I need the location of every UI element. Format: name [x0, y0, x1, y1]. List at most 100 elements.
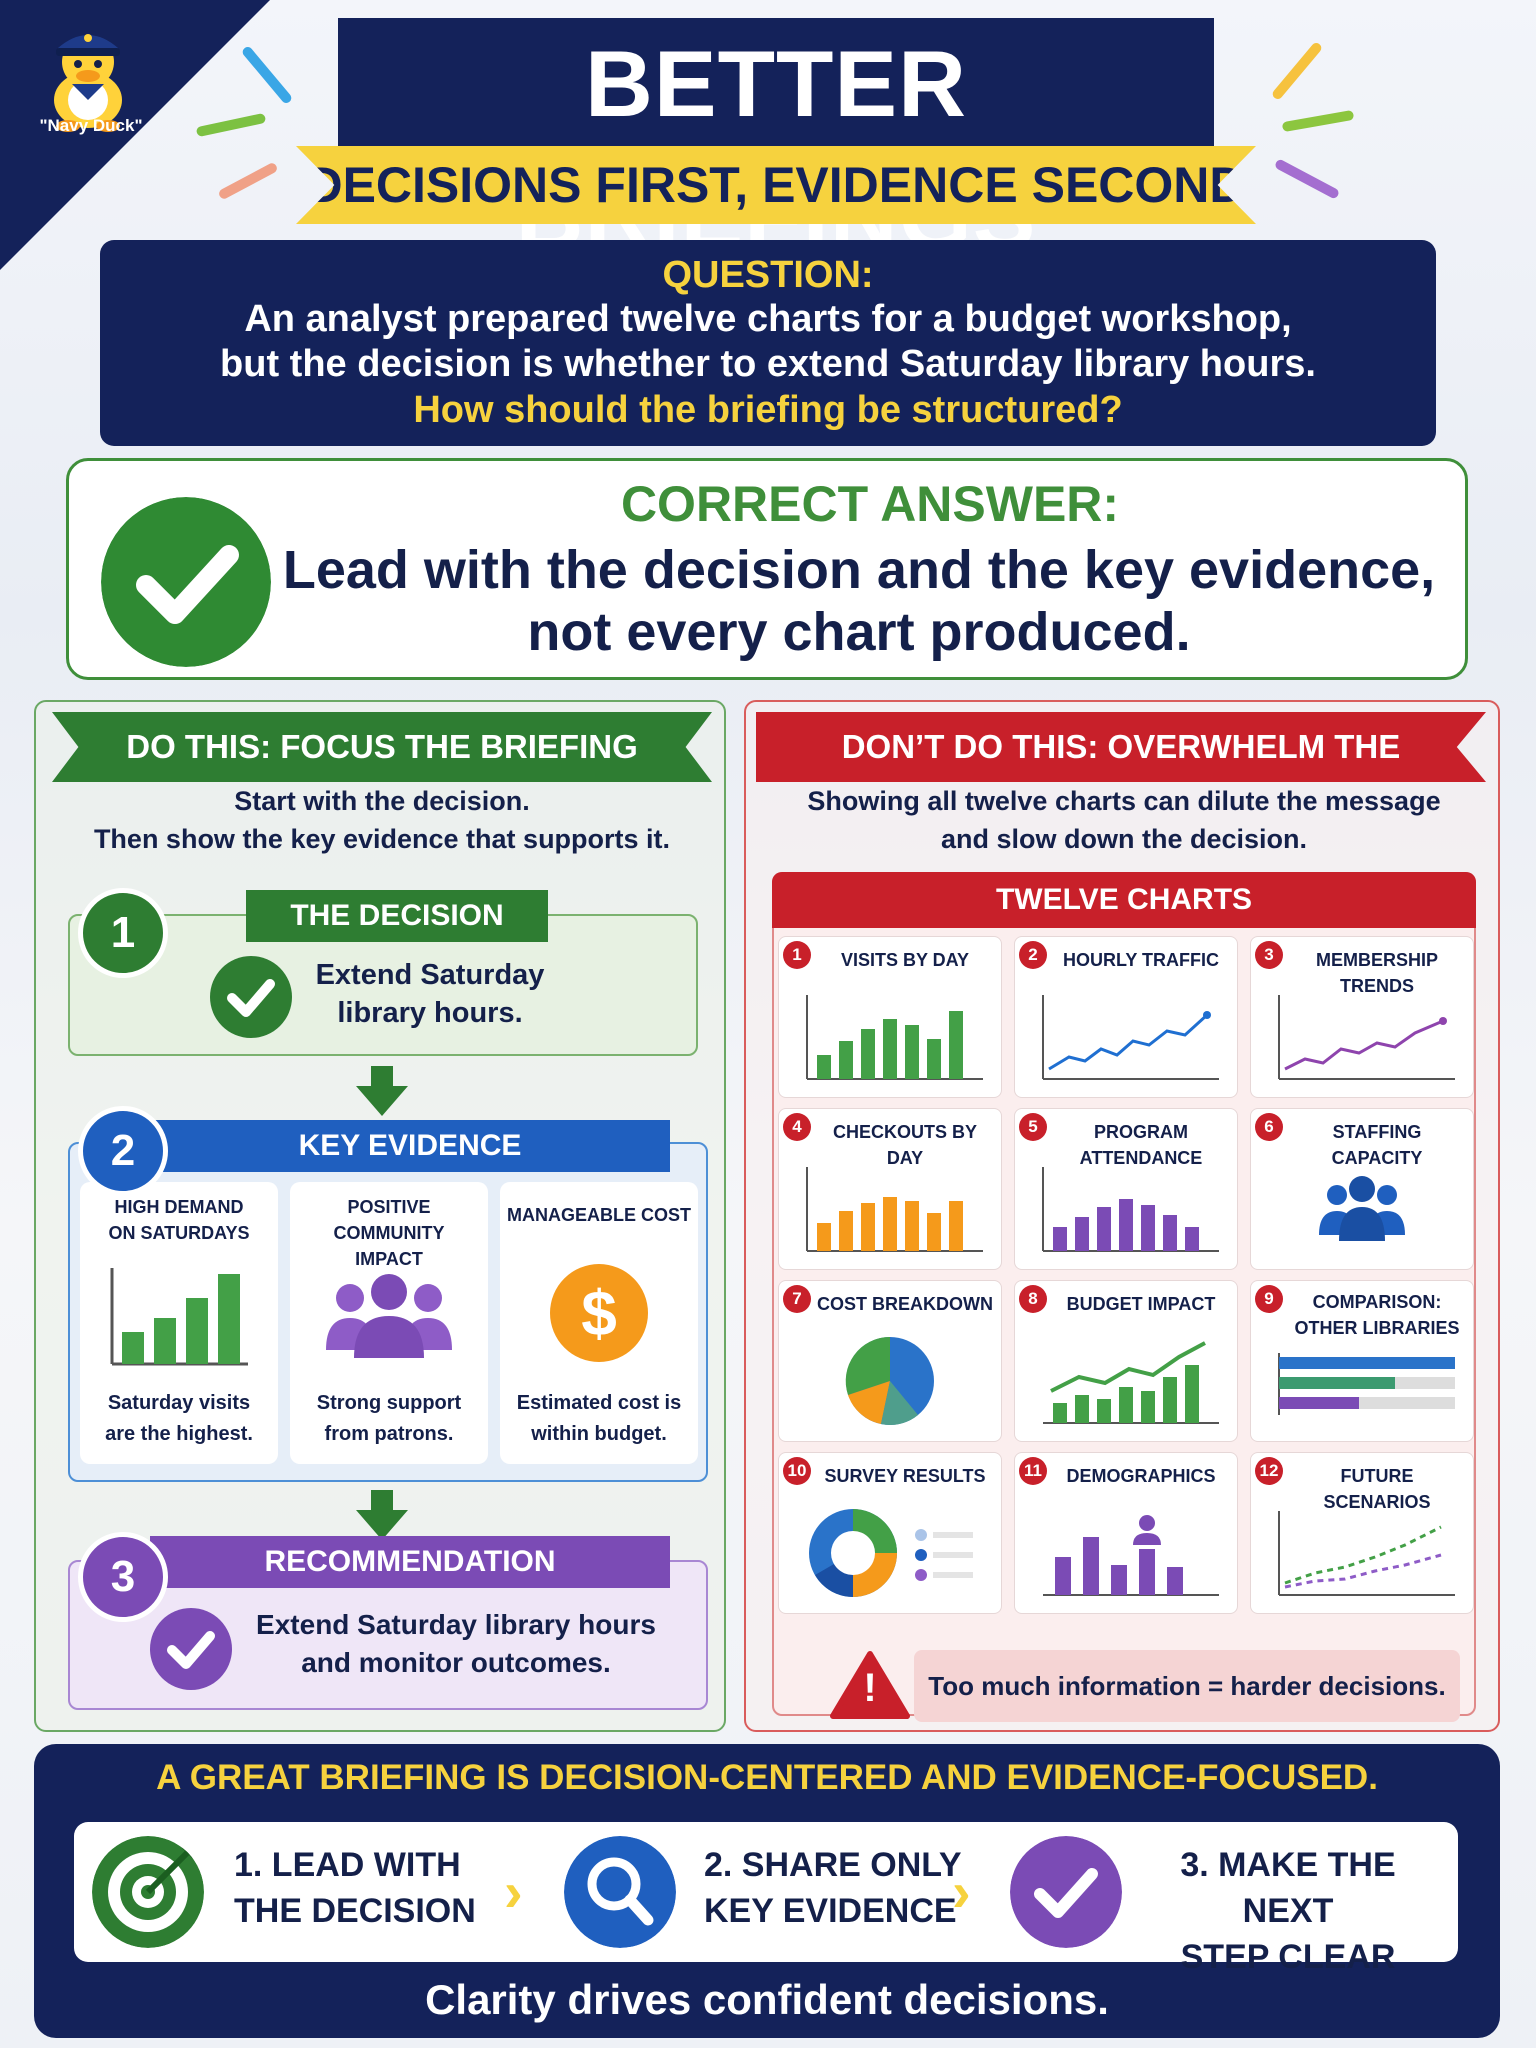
people-icon	[1319, 1176, 1405, 1241]
footer-step-1-line-1: 1. LEAD WITH	[234, 1846, 461, 1884]
tile-number: 6	[1255, 1113, 1283, 1141]
evidence-card-title: HIGH DEMAND ON SATURDAYS	[80, 1194, 278, 1246]
evidence-text-line-2: are the highest.	[105, 1423, 253, 1445]
footer-step-1-line-2: THE DECISION	[234, 1892, 476, 1930]
evidence-card-community: POSITIVE COMMUNITY IMPACT Strong support…	[290, 1182, 488, 1464]
question-label: QUESTION:	[662, 254, 874, 296]
check-icon	[1010, 1836, 1122, 1948]
arrow-down-icon	[356, 1086, 408, 1116]
people-group-icon	[326, 1274, 452, 1358]
arrow-down-1-stem	[371, 1066, 393, 1088]
question-line-2: but the decision is whether to extend Sa…	[220, 343, 1316, 385]
tile-title: DEMOGRAPHICS	[1066, 1466, 1216, 1486]
do-this-intro: Start with the decision. Then show the k…	[36, 782, 728, 858]
bar-chart-person-icon	[1043, 1515, 1219, 1596]
tile-title: FUTURE SCENARIOS	[1323, 1466, 1431, 1512]
magnifier-icon	[564, 1836, 676, 1948]
step-recommendation-line-1: Extend Saturday library hours	[256, 1609, 656, 1640]
subtitle-ribbon: DECISIONS FIRST, EVIDENCE SECOND	[296, 146, 1256, 224]
step-recommendation-text: Extend Saturday library hours and monito…	[246, 1606, 666, 1682]
tile-number: 4	[783, 1113, 811, 1141]
dont-do-this-banner: DON’T DO THIS: OVERWHELM THE AUDIENCE	[756, 712, 1486, 782]
evidence-text-line-1: Estimated cost is	[516, 1392, 682, 1414]
twelve-charts-title: TWELVE CHARTS	[772, 872, 1476, 928]
do-this-banner: DO THIS: FOCUS THE BRIEFING	[52, 712, 712, 782]
target-icon	[92, 1836, 204, 1948]
evidence-card-text: Saturday visits are the highest.	[80, 1388, 278, 1450]
tile-number: 8	[1019, 1285, 1047, 1313]
warning-text: Too much information = harder decisions.	[928, 1671, 1446, 1701]
chart-tile-hourly: 2 HOURLY TRAFFIC	[1014, 936, 1238, 1098]
warning-box: Too much information = harder decisions.	[914, 1650, 1460, 1722]
evidence-card-text: Strong support from patrons.	[290, 1388, 488, 1450]
chart-tile-comparison: 9 COMPARISON: OTHER LIBRARIES	[1250, 1280, 1474, 1442]
dont-intro-line-1: Showing all twelve charts can dilute the…	[807, 786, 1441, 816]
horizontal-bar-chart-icon	[1278, 1353, 1455, 1415]
evidence-card-demand: HIGH DEMAND ON SATURDAYS Saturday visits…	[80, 1182, 278, 1464]
line-chart-purple-icon	[1278, 995, 1455, 1080]
corner-banner	[0, 0, 270, 270]
evidence-title-line-2: IMPACT	[355, 1249, 423, 1269]
chart-tile-program: 5 PROGRAM ATTENDANCE	[1014, 1108, 1238, 1270]
footer-summary: A GREAT BRIEFING IS DECISION-CENTERED AN…	[34, 1744, 1500, 2038]
step-decision-tag: THE DECISION	[246, 890, 548, 942]
check-circle-icon	[101, 497, 271, 667]
dotted-line-chart-icon	[1278, 1511, 1455, 1596]
step-evidence-tag: KEY EVIDENCE	[150, 1120, 670, 1172]
tile-number: 12	[1255, 1457, 1283, 1485]
tile-title: VISITS BY DAY	[840, 950, 970, 970]
chart-tile-staffing: 6 STAFFING CAPACITY	[1250, 1108, 1474, 1270]
question-box: QUESTION: An analyst prepared twelve cha…	[100, 240, 1436, 446]
step-decision: THE DECISION Extend Saturday library hou…	[68, 890, 698, 1056]
footer-step-3-line-2: STEP CLEAR	[1180, 1938, 1396, 1976]
answer-line-1: Lead with the decision and the key evide…	[282, 540, 1436, 600]
footer-headline: A GREAT BRIEFING IS DECISION-CENTERED AN…	[156, 1758, 1378, 1797]
footer-step-3: 3. MAKE THE NEXT STEP CLEAR	[1138, 1842, 1438, 1980]
tile-title: BUDGET IMPACT	[1066, 1294, 1216, 1314]
evidence-text-line-1: Saturday visits	[107, 1392, 251, 1414]
tile-title: PROGRAM ATTENDANCE	[1079, 1122, 1203, 1168]
footer-tagline: Clarity drives confident decisions.	[425, 1976, 1109, 2023]
ray-right-3	[1273, 158, 1341, 200]
step-decision-line-1: Extend Saturday	[315, 959, 545, 991]
ray-right-1	[1270, 40, 1324, 102]
tile-number: 2	[1019, 941, 1047, 969]
tile-number: 3	[1255, 941, 1283, 969]
tile-number: 11	[1019, 1457, 1047, 1485]
twelve-charts-box: TWELVE CHARTS 1 VISITS BY DAY 2 HOURLY T…	[772, 872, 1476, 1722]
footer-step-2-line-2: KEY EVIDENCE	[704, 1892, 957, 1930]
bar-line-chart-icon	[1043, 1341, 1219, 1424]
evidence-card-title: POSITIVE COMMUNITY IMPACT	[290, 1194, 488, 1272]
footer-step-3-line-1: 3. MAKE THE NEXT	[1180, 1846, 1396, 1930]
answer-line-2: not every chart produced.	[527, 602, 1191, 662]
dont-do-this-panel: DON’T DO THIS: OVERWHELM THE AUDIENCE Sh…	[744, 700, 1500, 1732]
answer-label: CORRECT ANSWER:	[620, 476, 1120, 532]
evidence-card-cost: MANAGEABLE COST $ Estimated cost is with…	[500, 1182, 698, 1464]
footer-step-2: 2. SHARE ONLY KEY EVIDENCE	[704, 1842, 962, 1934]
step-key-evidence: KEY EVIDENCE HIGH DEMAND ON SATURDAYS Sa…	[68, 1120, 708, 1482]
do-this-panel: DO THIS: FOCUS THE BRIEFING Start with t…	[34, 700, 726, 1732]
evidence-text-line-1: Strong support	[316, 1392, 462, 1414]
bar-chart-orange-icon	[806, 1167, 983, 1252]
tile-number: 9	[1255, 1285, 1283, 1313]
tile-number: 7	[783, 1285, 811, 1313]
step-number-3: 3	[78, 1532, 168, 1622]
evidence-title-line-1: MANAGEABLE COST	[507, 1205, 691, 1225]
evidence-title-line-1: POSITIVE COMMUNITY	[333, 1197, 445, 1243]
evidence-card-text: Estimated cost is within budget.	[500, 1388, 698, 1450]
step-decision-line-2: library hours.	[337, 997, 523, 1029]
footer-step-1: 1. LEAD WITH THE DECISION	[234, 1842, 476, 1934]
chart-tile-visits: 1 VISITS BY DAY	[778, 936, 1002, 1098]
question-line-1: An analyst prepared twelve charts for a …	[244, 298, 1292, 340]
tile-title: CHECKOUTS BY DAY	[832, 1122, 977, 1168]
evidence-card-title: MANAGEABLE COST	[500, 1202, 698, 1228]
dont-intro-line-2: and slow down the decision.	[940, 824, 1308, 854]
answer-text: Lead with the decision and the key evide…	[269, 539, 1449, 663]
dollar-coin-icon: $	[550, 1264, 648, 1362]
footer-step-2-line-1: 2. SHARE ONLY	[704, 1846, 962, 1884]
tile-title: COST BREAKDOWN	[817, 1294, 993, 1314]
warning-symbol: !	[863, 1666, 877, 1710]
arrow-down-2-stem	[371, 1490, 393, 1512]
check-icon	[210, 956, 292, 1038]
